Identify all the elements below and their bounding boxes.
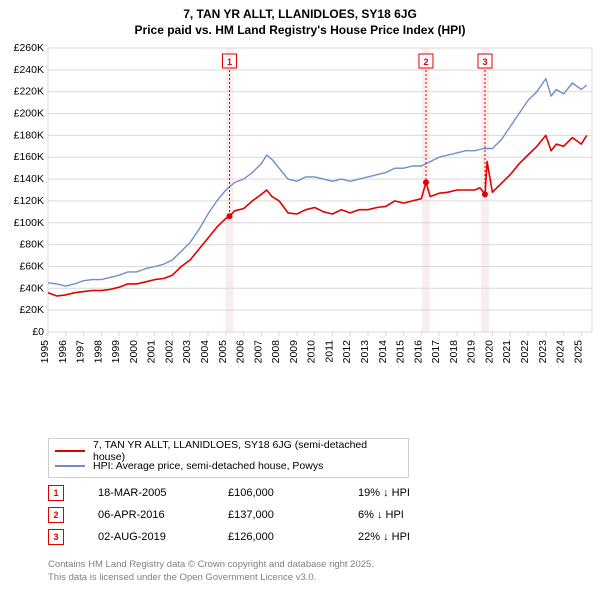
footnote-line-2: This data is licensed under the Open Gov… [48, 572, 374, 584]
marker-price: £126,000 [228, 531, 358, 543]
figure-container: 7, TAN YR ALLT, LLANIDLOES, SY18 6JG Pri… [0, 0, 600, 590]
svg-text:1995: 1995 [39, 340, 51, 364]
svg-text:2016: 2016 [412, 340, 424, 364]
svg-text:2001: 2001 [146, 340, 158, 364]
svg-text:2005: 2005 [217, 340, 229, 364]
title-block: 7, TAN YR ALLT, LLANIDLOES, SY18 6JG Pri… [0, 0, 600, 38]
svg-text:2009: 2009 [288, 340, 300, 364]
title-line-1: 7, TAN YR ALLT, LLANIDLOES, SY18 6JG [0, 6, 600, 22]
svg-text:2007: 2007 [252, 340, 264, 364]
svg-text:1: 1 [227, 57, 232, 67]
svg-text:£180K: £180K [14, 129, 44, 141]
svg-text:2: 2 [423, 57, 428, 67]
svg-text:2004: 2004 [199, 340, 211, 364]
marker-delta: 6% ↓ HPI [358, 509, 478, 521]
svg-text:2015: 2015 [395, 340, 407, 364]
svg-text:£100K: £100K [14, 217, 44, 229]
svg-text:2014: 2014 [377, 340, 389, 364]
legend-box: 7, TAN YR ALLT, LLANIDLOES, SY18 6JG (se… [48, 438, 409, 478]
marker-delta: 19% ↓ HPI [358, 487, 478, 499]
svg-text:2019: 2019 [466, 340, 478, 364]
svg-text:£140K: £140K [14, 173, 44, 185]
svg-text:£60K: £60K [19, 260, 44, 272]
svg-text:£160K: £160K [14, 151, 44, 163]
svg-text:£120K: £120K [14, 195, 44, 207]
svg-text:£80K: £80K [19, 239, 44, 251]
svg-text:2008: 2008 [270, 340, 282, 364]
legend-swatch-red [55, 450, 85, 452]
marker-price: £137,000 [228, 509, 358, 521]
marker-badge: 1 [48, 485, 64, 501]
marker-delta: 22% ↓ HPI [358, 531, 478, 543]
svg-text:2023: 2023 [537, 340, 549, 364]
marker-row: 2 06-APR-2016£137,0006% ↓ HPI [48, 504, 552, 526]
svg-text:2025: 2025 [572, 340, 584, 364]
svg-text:£0: £0 [32, 326, 44, 338]
svg-text:1998: 1998 [92, 340, 104, 364]
marker-row: 3 02-AUG-2019£126,00022% ↓ HPI [48, 526, 552, 548]
svg-text:2022: 2022 [519, 340, 531, 364]
svg-text:2024: 2024 [555, 340, 567, 364]
svg-text:£20K: £20K [19, 304, 44, 316]
svg-text:£40K: £40K [19, 282, 44, 294]
svg-text:2018: 2018 [448, 340, 460, 364]
svg-text:2010: 2010 [306, 340, 318, 364]
legend-row: 7, TAN YR ALLT, LLANIDLOES, SY18 6JG (se… [55, 443, 402, 458]
marker-price: £106,000 [228, 487, 358, 499]
svg-text:1996: 1996 [57, 340, 69, 364]
svg-text:2020: 2020 [483, 340, 495, 364]
svg-text:2017: 2017 [430, 340, 442, 364]
svg-text:2013: 2013 [359, 340, 371, 364]
svg-text:1997: 1997 [75, 340, 87, 364]
svg-text:£240K: £240K [14, 64, 44, 76]
svg-text:2021: 2021 [501, 340, 513, 364]
chart-area: £0 £20K £40K £60K £80K £100K £120K £140K £160K £1… [0, 42, 600, 392]
footnote-line-1: Contains HM Land Registry data © Crown c… [48, 559, 374, 571]
marker-date: 18-MAR-2005 [98, 487, 228, 499]
svg-text:£260K: £260K [14, 42, 44, 54]
marker-row: 1 18-MAR-2005£106,00019% ↓ HPI [48, 482, 552, 504]
title-line-2: Price paid vs. HM Land Registry's House … [0, 22, 600, 38]
svg-text:2012: 2012 [341, 340, 353, 364]
footnote: Contains HM Land Registry data © Crown c… [48, 559, 374, 584]
marker-badge: 2 [48, 507, 64, 523]
marker-date: 02-AUG-2019 [98, 531, 228, 543]
svg-text:3: 3 [482, 57, 487, 67]
svg-text:2003: 2003 [181, 340, 193, 364]
svg-text:£200K: £200K [14, 108, 44, 120]
svg-text:£220K: £220K [14, 86, 44, 98]
chart-svg: £0 £20K £40K £60K £80K £100K £120K £140K £160K £1… [0, 42, 600, 392]
legend-swatch-blue [55, 465, 85, 467]
svg-text:2011: 2011 [323, 340, 335, 363]
svg-text:2002: 2002 [163, 340, 175, 364]
marker-date: 06-APR-2016 [98, 509, 228, 521]
legend-label: HPI: Average price, semi-detached house,… [93, 460, 323, 472]
svg-text:2000: 2000 [128, 340, 140, 364]
marker-table: 1 18-MAR-2005£106,00019% ↓ HPI 2 06-APR-201… [48, 482, 552, 548]
marker-badge: 3 [48, 529, 64, 545]
svg-text:2006: 2006 [235, 340, 247, 364]
svg-text:1999: 1999 [110, 340, 122, 364]
